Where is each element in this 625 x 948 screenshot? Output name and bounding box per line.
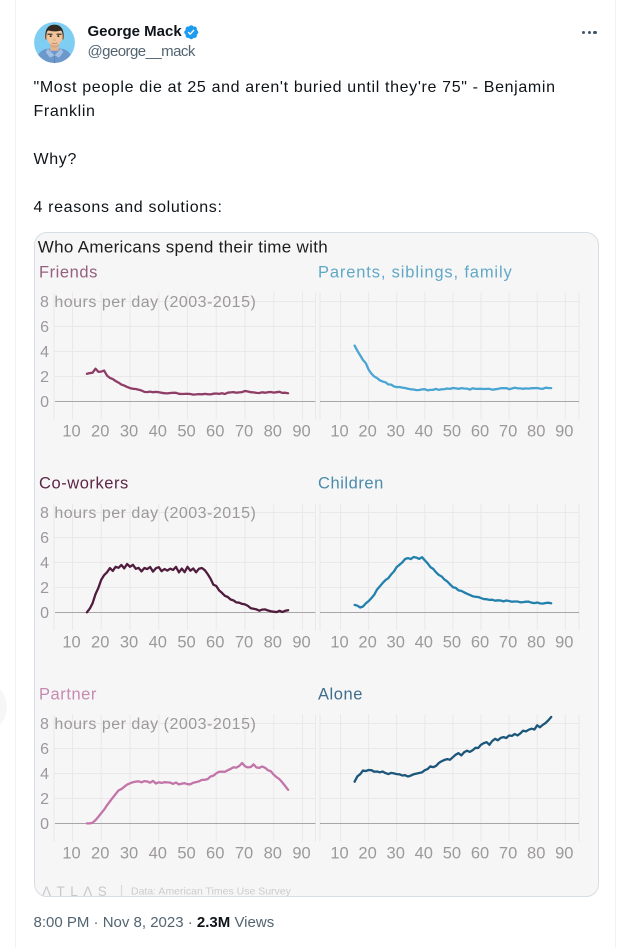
- svg-text:80: 80: [263, 845, 281, 863]
- svg-text:4: 4: [40, 555, 49, 572]
- svg-text:50: 50: [442, 634, 460, 652]
- svg-text:30: 30: [386, 423, 404, 441]
- svg-text:10: 10: [330, 634, 348, 652]
- svg-text:90: 90: [292, 845, 310, 863]
- svg-text:40: 40: [414, 634, 432, 652]
- svg-text:80: 80: [263, 423, 281, 441]
- svg-text:4: 4: [40, 766, 49, 783]
- svg-text:Alone: Alone: [318, 686, 363, 704]
- svg-text:30: 30: [119, 634, 137, 652]
- svg-text:60: 60: [206, 634, 224, 652]
- svg-text:30: 30: [119, 845, 137, 863]
- svg-text:60: 60: [206, 845, 224, 863]
- svg-text:Data: American Times Use Surve: Data: American Times Use Survey: [131, 886, 292, 898]
- svg-text:0: 0: [40, 394, 49, 411]
- svg-text:4: 4: [40, 344, 49, 361]
- svg-text:50: 50: [177, 423, 195, 441]
- svg-text:20: 20: [91, 845, 109, 863]
- svg-text:30: 30: [386, 845, 404, 863]
- svg-text:10: 10: [62, 634, 80, 652]
- svg-text:40: 40: [148, 634, 166, 652]
- svg-text:90: 90: [555, 634, 573, 652]
- svg-text:60: 60: [206, 423, 224, 441]
- svg-text:40: 40: [148, 845, 166, 863]
- svg-text:20: 20: [358, 423, 376, 441]
- svg-text:70: 70: [234, 845, 252, 863]
- svg-text:20: 20: [91, 423, 109, 441]
- svg-text:10: 10: [62, 845, 80, 863]
- svg-text:20: 20: [358, 634, 376, 652]
- svg-text:90: 90: [292, 634, 310, 652]
- svg-text:80: 80: [527, 845, 545, 863]
- svg-text:60: 60: [470, 634, 488, 652]
- svg-text:2: 2: [40, 791, 49, 808]
- svg-text:Parents, siblings, family: Parents, siblings, family: [318, 264, 513, 282]
- svg-text:10: 10: [330, 845, 348, 863]
- svg-text:70: 70: [498, 423, 516, 441]
- svg-text:Who Americans spend their time: Who Americans spend their time with: [37, 238, 327, 257]
- svg-text:6: 6: [40, 319, 49, 336]
- svg-text:8 hours per day (2003-2015): 8 hours per day (2003-2015): [40, 505, 256, 522]
- svg-text:0: 0: [40, 605, 49, 622]
- svg-text:80: 80: [263, 634, 281, 652]
- svg-text:40: 40: [414, 423, 432, 441]
- svg-text:8 hours per day (2003-2015): 8 hours per day (2003-2015): [40, 716, 256, 733]
- svg-text:6: 6: [40, 530, 49, 547]
- svg-text:50: 50: [442, 423, 460, 441]
- svg-text:30: 30: [119, 423, 137, 441]
- svg-text:Partner: Partner: [39, 686, 97, 704]
- svg-text:50: 50: [177, 845, 195, 863]
- svg-text:30: 30: [386, 634, 404, 652]
- svg-text:40: 40: [414, 845, 432, 863]
- svg-text:20: 20: [358, 845, 376, 863]
- svg-text:Friends: Friends: [39, 264, 98, 282]
- svg-text:20: 20: [91, 634, 109, 652]
- svg-text:2: 2: [40, 580, 49, 597]
- svg-text:90: 90: [555, 845, 573, 863]
- svg-text:50: 50: [177, 634, 195, 652]
- svg-text:90: 90: [555, 423, 573, 441]
- svg-text:70: 70: [498, 845, 516, 863]
- svg-text:Children: Children: [318, 475, 384, 493]
- svg-text:2: 2: [40, 369, 49, 386]
- svg-text:60: 60: [470, 423, 488, 441]
- svg-text:80: 80: [527, 634, 545, 652]
- svg-text:10: 10: [330, 423, 348, 441]
- svg-text:80: 80: [527, 423, 545, 441]
- svg-text:50: 50: [442, 845, 460, 863]
- svg-text:60: 60: [470, 845, 488, 863]
- svg-text:40: 40: [148, 423, 166, 441]
- svg-text:10: 10: [62, 423, 80, 441]
- svg-text:70: 70: [234, 423, 252, 441]
- svg-text:70: 70: [234, 634, 252, 652]
- svg-text:70: 70: [498, 634, 516, 652]
- svg-text:ΛTLΛS: ΛTLΛS: [42, 884, 112, 897]
- svg-text:Co-workers: Co-workers: [39, 475, 129, 493]
- svg-text:0: 0: [40, 816, 49, 833]
- svg-text:90: 90: [292, 423, 310, 441]
- svg-text:8 hours per day (2003-2015): 8 hours per day (2003-2015): [40, 294, 256, 311]
- svg-text:6: 6: [40, 741, 49, 758]
